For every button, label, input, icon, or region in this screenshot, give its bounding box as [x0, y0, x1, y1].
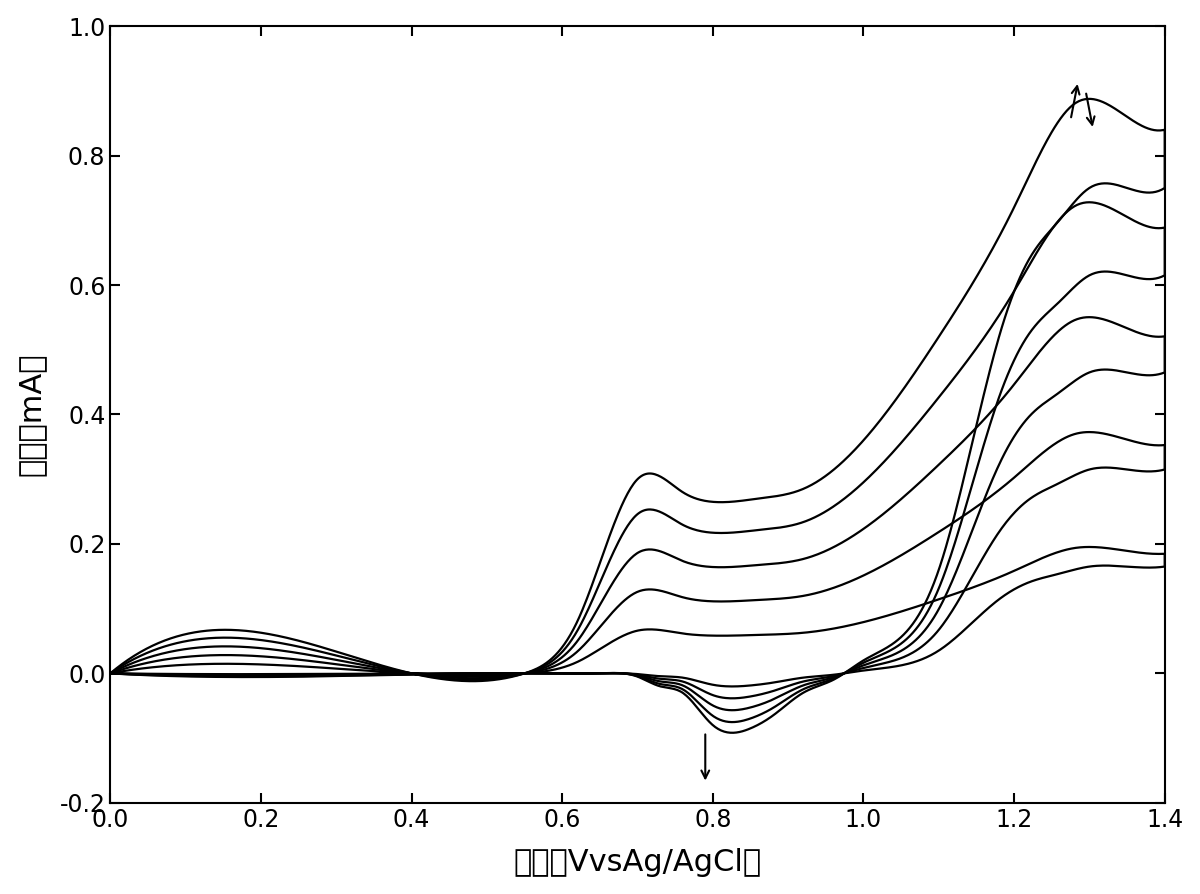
Y-axis label: 电流（mA）: 电流（mA） [17, 353, 46, 477]
X-axis label: 电压（VvsAg/AgCl）: 电压（VvsAg/AgCl） [514, 848, 762, 877]
